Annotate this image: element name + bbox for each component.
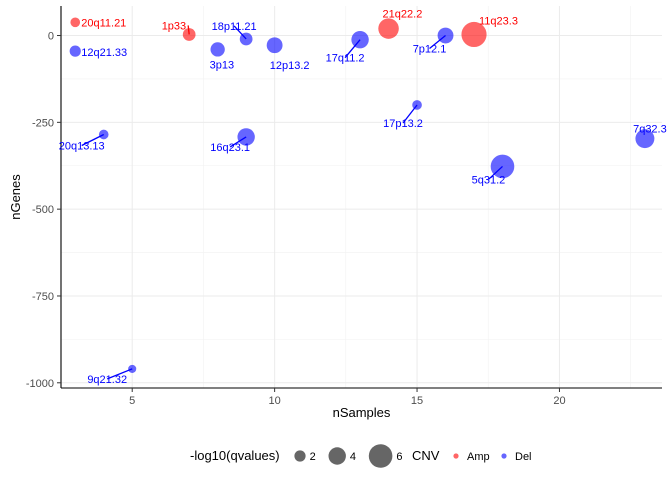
y-tick-label: -250 — [32, 117, 54, 129]
point-label: 12q21.33 — [81, 47, 127, 59]
data-point — [70, 17, 81, 28]
color-legend-label: Amp — [467, 451, 490, 463]
data-point — [239, 32, 253, 46]
size-legend-key — [368, 444, 393, 468]
data-point — [128, 364, 137, 373]
size-legend-title: -log10(qvalues) — [190, 448, 280, 463]
y-tick-label: -500 — [32, 204, 54, 216]
point-label: 7q32.3 — [633, 124, 667, 136]
y-tick-label: -1000 — [26, 378, 54, 390]
point-label: 12p13.2 — [270, 60, 310, 72]
point-label: 9q21.32 — [87, 374, 127, 386]
size-legend-key — [328, 447, 346, 465]
data-point — [69, 45, 81, 57]
data-point — [237, 128, 255, 146]
point-label: 20q13.13 — [59, 140, 105, 152]
axes: 5 10 15 20 0 -250 -500 -750 -1000 — [26, 6, 662, 407]
color-legend-key — [501, 453, 507, 459]
point-label: 21q22.2 — [383, 9, 423, 21]
data-point — [437, 27, 454, 44]
point-label: 7p12.1 — [413, 44, 447, 56]
data-point — [412, 100, 422, 110]
point-label: 20q11.21 — [81, 17, 126, 29]
color-legend-title: CNV — [412, 448, 440, 463]
x-tick-label: 15 — [411, 395, 423, 407]
color-legend-label: Del — [515, 451, 532, 463]
x-tick-label: 20 — [553, 395, 565, 407]
y-tick-label: 0 — [48, 31, 54, 43]
points — [69, 17, 655, 373]
legend: -log10(qvalues) CNV 2 4 6 Amp Del — [190, 444, 532, 468]
point-labels: 20q11.21 1p33 21q22.2 11q23.3 12q21.33 3p13 18… — [59, 9, 667, 386]
color-legend-key — [453, 453, 459, 459]
data-point — [210, 42, 225, 57]
point-label: 18p11.21 — [212, 21, 257, 33]
label-leaders — [81, 25, 503, 380]
label-leader — [106, 368, 133, 380]
data-point — [182, 28, 196, 41]
point-label: 1p33 — [162, 20, 186, 32]
size-legend-label: 2 — [310, 451, 316, 463]
point-label: 17q11.2 — [326, 53, 365, 65]
data-point — [266, 37, 283, 54]
data-point — [490, 154, 515, 179]
data-point — [461, 21, 487, 48]
point-label: 16q23.1 — [210, 142, 250, 154]
point-label: 11q23.3 — [479, 15, 518, 27]
size-legend-label: 4 — [350, 451, 356, 463]
data-point — [635, 129, 655, 149]
x-tick-label: 10 — [269, 395, 281, 407]
y-axis-title: nGenes — [8, 174, 23, 220]
point-label: 17p13.2 — [383, 118, 423, 130]
point-label: 5q31.2 — [472, 174, 506, 186]
x-tick-label: 5 — [129, 395, 135, 407]
data-point — [378, 18, 399, 39]
data-point — [98, 129, 109, 140]
size-legend-key — [294, 450, 306, 462]
size-legend-label: 6 — [396, 451, 402, 463]
point-label: 3p13 — [210, 59, 234, 71]
y-tick-label: -750 — [32, 291, 54, 303]
x-axis-title: nSamples — [333, 405, 391, 420]
data-point — [351, 30, 369, 49]
